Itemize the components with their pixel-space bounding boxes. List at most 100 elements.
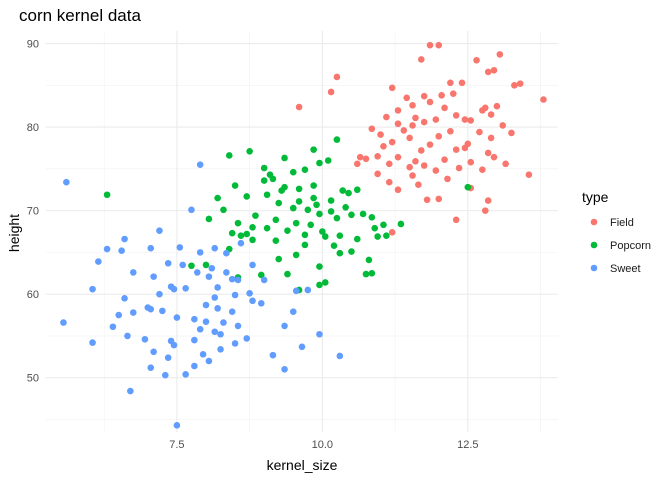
data-point-field [420, 162, 428, 169]
data-point-sweet [89, 285, 96, 293]
data-point-popcorn [336, 232, 344, 239]
data-point-popcorn [319, 228, 326, 235]
data-point-sweet [228, 275, 236, 283]
data-point-sweet [191, 315, 198, 323]
data-point-popcorn [321, 279, 329, 286]
data-point-sweet [63, 178, 70, 186]
data-point-sweet [260, 276, 268, 284]
data-point-sweet [173, 422, 181, 429]
data-point-field [412, 158, 419, 165]
data-points [60, 41, 547, 429]
data-point-sweet [121, 235, 128, 243]
data-point-popcorn [380, 221, 387, 229]
data-point-popcorn [333, 214, 341, 222]
data-point-field [479, 166, 486, 173]
data-point-field [487, 134, 495, 142]
data-point-popcorn [103, 191, 111, 199]
data-point-sweet [188, 206, 195, 214]
data-point-field [388, 138, 396, 146]
data-point-sweet [199, 351, 207, 358]
data-point-field [394, 120, 402, 128]
data-point-field [476, 128, 483, 136]
data-point-popcorn [295, 198, 303, 205]
data-point-popcorn [374, 233, 381, 240]
data-point-field [383, 113, 390, 121]
data-point-field [496, 51, 504, 58]
data-point-sweet [147, 364, 155, 371]
data-point-field [447, 127, 454, 135]
data-point-popcorn [365, 256, 373, 264]
data-point-popcorn [310, 194, 317, 202]
data-point-popcorn [321, 233, 329, 240]
data-point-field [452, 146, 460, 153]
data-point-field [484, 149, 492, 157]
data-point-sweet [223, 249, 230, 257]
x-axis-title: kernel_size [267, 457, 338, 473]
data-point-popcorn [353, 235, 361, 243]
data-point-sweet [129, 309, 137, 316]
data-point-sweet [129, 269, 137, 276]
data-point-field [540, 96, 547, 103]
data-point-popcorn [275, 255, 283, 263]
legend-key-popcorn [590, 241, 598, 249]
data-point-field [484, 68, 492, 76]
data-point-sweet [205, 357, 213, 365]
data-point-field [295, 103, 303, 111]
data-point-popcorn [345, 189, 352, 197]
y-axis-title: height [6, 214, 22, 252]
data-point-sweet [115, 311, 123, 319]
data-point-popcorn [310, 182, 317, 189]
data-point-popcorn [333, 136, 341, 143]
data-point-field [394, 186, 402, 194]
data-point-popcorn [275, 199, 283, 207]
data-point-field [426, 41, 434, 49]
data-point-popcorn [263, 224, 271, 232]
data-point-popcorn [284, 270, 291, 278]
data-point-popcorn [214, 194, 221, 202]
data-point-field [333, 73, 341, 81]
data-point-popcorn [342, 203, 349, 211]
data-point-sweet [159, 307, 166, 315]
data-point-popcorn [281, 154, 288, 162]
data-point-popcorn [368, 213, 376, 221]
data-point-popcorn [246, 148, 253, 155]
data-point-sweet [214, 305, 221, 312]
data-point-popcorn [327, 208, 335, 215]
data-point-popcorn [324, 157, 332, 164]
data-point-field [511, 82, 518, 89]
data-point-field [426, 141, 434, 148]
data-point-field [452, 216, 460, 224]
data-point-sweet [231, 291, 239, 299]
data-point-field [458, 79, 466, 87]
data-point-field [438, 92, 445, 99]
data-point-field [449, 90, 457, 97]
data-point-field [417, 56, 425, 63]
data-point-popcorn [289, 168, 297, 176]
data-point-field [484, 197, 492, 204]
data-point-sweet [179, 261, 187, 269]
data-point-field [388, 229, 396, 236]
data-point-sweet [147, 244, 155, 252]
data-point-field [426, 98, 434, 106]
data-point-popcorn [263, 191, 271, 199]
data-point-sweet [234, 276, 242, 284]
data-point-field [432, 116, 440, 123]
legend-title: type [582, 189, 609, 205]
data-point-popcorn [336, 249, 344, 257]
data-point-sweet [234, 322, 242, 330]
data-point-sweet [316, 330, 323, 338]
data-point-popcorn [316, 263, 323, 270]
data-point-field [394, 153, 402, 161]
data-point-sweet [173, 314, 181, 321]
data-point-field [406, 163, 413, 171]
y-tick-label: 60 [27, 289, 39, 301]
data-point-field [481, 207, 489, 214]
data-point-field [473, 56, 480, 64]
x-axis-ticks: 7.5 10.0 12.5 [169, 439, 478, 451]
y-tick-label: 80 [27, 122, 39, 134]
data-point-field [377, 131, 384, 138]
data-point-field [435, 132, 443, 140]
data-point-field [409, 122, 416, 129]
